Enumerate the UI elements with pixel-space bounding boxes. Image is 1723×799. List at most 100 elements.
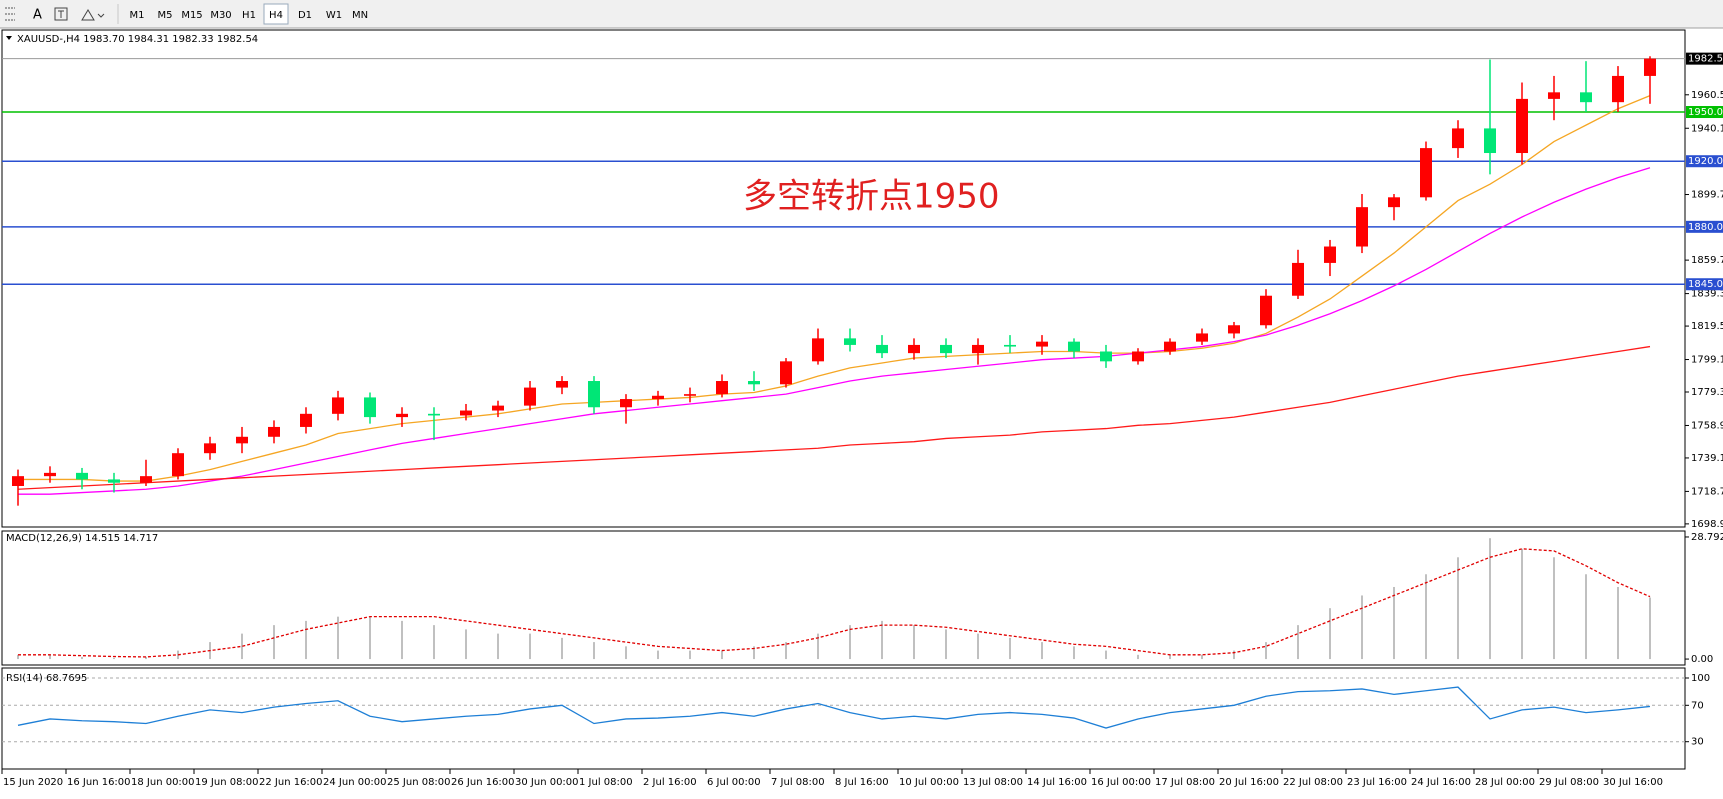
macd-histogram-bar [1265, 642, 1267, 660]
x-tick-label: 19 Jun 08:00 [195, 777, 259, 788]
candle-body [1292, 262, 1304, 296]
macd-histogram-bar [49, 654, 51, 660]
macd-histogram-bar [1649, 597, 1651, 660]
candle-body [780, 361, 792, 385]
candle-body [1612, 75, 1624, 103]
timeframe-button[interactable]: M15 [181, 10, 202, 21]
level-label: 1845.00 [1688, 279, 1723, 290]
label-icon-t [58, 10, 64, 18]
timeframe-button[interactable]: W1 [326, 10, 342, 21]
price-panel [1, 29, 1686, 528]
candle-body [1452, 128, 1464, 149]
shapes-tool[interactable] [81, 9, 105, 21]
macd-histogram-bar [241, 633, 243, 660]
candle-body [268, 426, 280, 437]
macd-histogram-bar [401, 620, 403, 660]
timeframe-button[interactable]: H4 [269, 10, 283, 21]
rsi-line [17, 686, 1651, 729]
macd-histogram-bar [1137, 654, 1139, 660]
x-tick-label: 29 Jul 08:00 [1539, 777, 1599, 788]
y-tick-label: 1839.30 [1691, 289, 1723, 300]
x-tick-label: 30 Jul 16:00 [1603, 777, 1663, 788]
macd-histogram-bar [497, 633, 499, 660]
y-tick-label: 1899.70 [1691, 190, 1723, 201]
candle-body [812, 338, 824, 362]
x-tick-label: 24 Jul 16:00 [1411, 777, 1471, 788]
candle-body [1132, 351, 1144, 362]
macd-histogram-bar [561, 637, 563, 660]
level-label: 1880.00 [1688, 222, 1723, 233]
timeframe-button[interactable]: MN [352, 10, 368, 21]
candle-body [652, 395, 664, 400]
macd-histogram-bar [145, 656, 147, 660]
candle-body [236, 436, 248, 444]
moving-average [17, 345, 1651, 490]
x-tick-label: 10 Jul 00:00 [899, 777, 959, 788]
cursor-tool[interactable] [5, 7, 15, 21]
macd-panel [1, 530, 1686, 666]
y-tick-label: 1718.70 [1691, 486, 1723, 497]
candle-body [1420, 148, 1432, 198]
candle-body [44, 472, 56, 477]
timeframe-button[interactable]: M1 [130, 10, 145, 21]
candle-body [108, 479, 120, 483]
x-tick-label: 18 Jun 00:00 [131, 777, 195, 788]
x-tick-label: 14 Jul 16:00 [1027, 777, 1087, 788]
macd-histogram-bar [785, 642, 787, 660]
macd-histogram-bar [1233, 650, 1235, 660]
candle-body [1196, 333, 1208, 342]
x-tick-label: 8 Jul 16:00 [835, 777, 889, 788]
candle-body [300, 413, 312, 427]
candle-body [620, 399, 632, 408]
candle-body [876, 344, 888, 354]
text-tool[interactable]: A [33, 8, 42, 23]
candle-body [1388, 197, 1400, 208]
x-tick-label: 22 Jun 16:00 [259, 777, 323, 788]
macd-histogram-bar [945, 629, 947, 660]
macd-histogram-bar [849, 625, 851, 660]
label-tool[interactable] [54, 7, 68, 21]
candle-body [204, 443, 216, 454]
x-tick-label: 17 Jul 08:00 [1155, 777, 1215, 788]
symbol-menu-arrow [6, 36, 12, 40]
y-tick-label: 1859.70 [1691, 255, 1723, 266]
candle-body [1260, 295, 1272, 326]
candle-body [1068, 341, 1080, 352]
timeframe-button[interactable]: M30 [210, 10, 231, 21]
toolbar [0, 0, 1723, 28]
timeframe-button[interactable]: M5 [158, 10, 173, 21]
macd-histogram-bar [721, 650, 723, 660]
macd-histogram-bar [817, 633, 819, 660]
macd-histogram-bar [465, 629, 467, 660]
moving-average [18, 167, 1651, 495]
moving-average [18, 95, 1651, 482]
macd-histogram-bar [1425, 574, 1427, 660]
label-icon [54, 7, 68, 21]
timeframe-button[interactable]: D1 [298, 10, 312, 21]
candle-body [1228, 325, 1240, 334]
y-tick-label: 1960.50 [1691, 90, 1723, 101]
x-tick-label: 7 Jul 08:00 [771, 777, 825, 788]
y-tick-label: 28.792 [1691, 532, 1723, 543]
candle-body [524, 387, 536, 406]
timeframe-button[interactable]: H1 [242, 10, 256, 21]
macd-histogram-bar [1009, 637, 1011, 660]
candle-body [396, 413, 408, 418]
macd-histogram-bar [529, 633, 531, 660]
y-tick-label: 1739.10 [1691, 453, 1723, 464]
macd-histogram-bar [1489, 538, 1491, 660]
x-tick-label: 6 Jul 00:00 [707, 777, 761, 788]
macd-histogram-bar [657, 650, 659, 660]
candle-body [1100, 351, 1112, 362]
annotation: 多空转折点1950 [743, 177, 1000, 217]
candle-body [12, 476, 24, 486]
macd-histogram-bar [753, 646, 755, 660]
macd-histogram-bar [1073, 646, 1075, 660]
level-label: 1920.00 [1688, 156, 1723, 167]
candle-body [1324, 246, 1336, 263]
macd-histogram-bar [881, 620, 883, 660]
macd-histogram-bar [1393, 586, 1395, 660]
level-tag [1686, 106, 1723, 119]
price-header: XAUUSD-,H4 1983.70 1984.31 1982.33 1982.… [17, 34, 258, 45]
